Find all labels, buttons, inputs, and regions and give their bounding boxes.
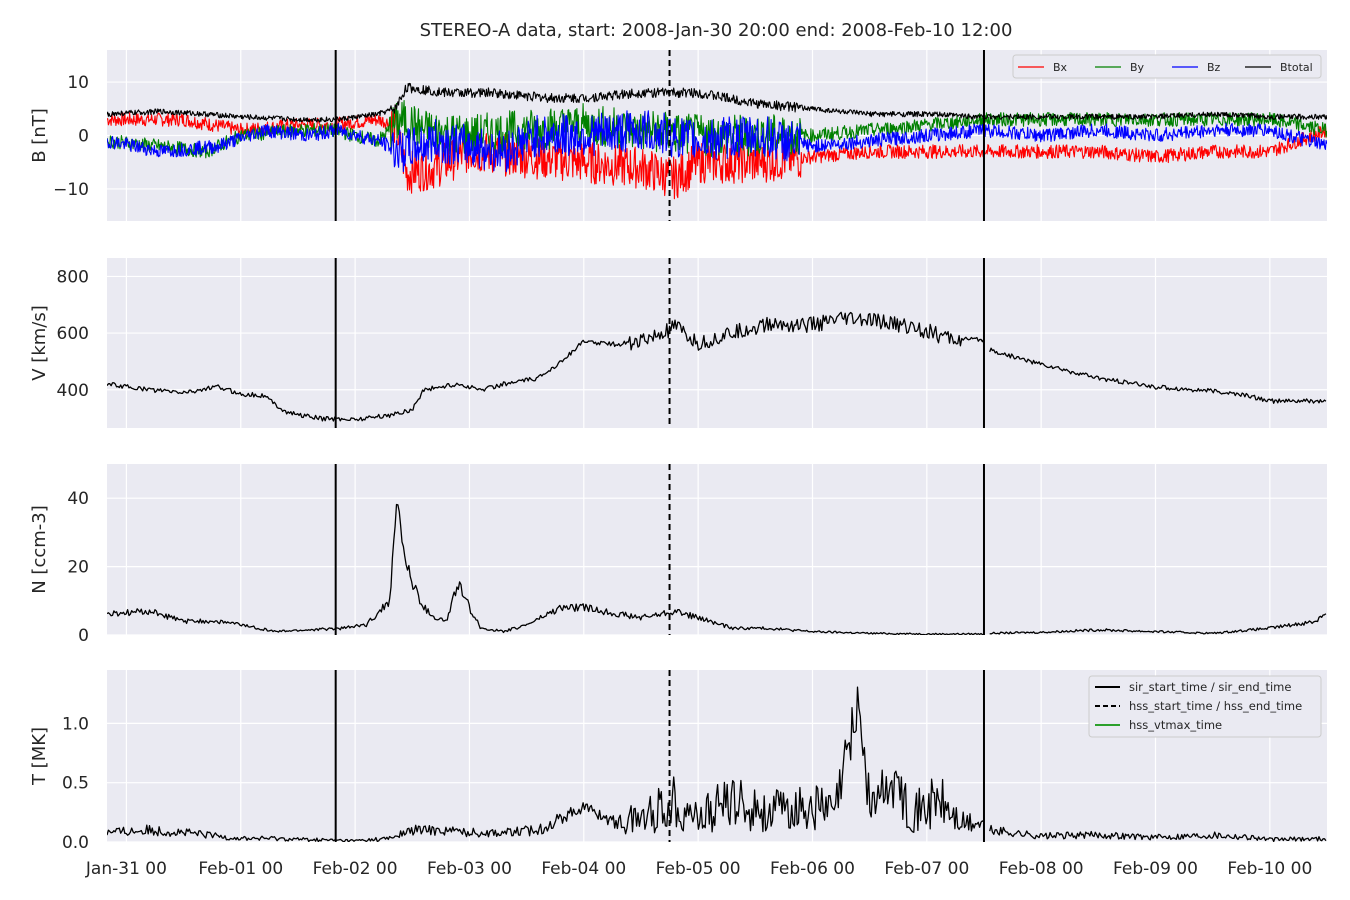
series-group xyxy=(107,686,1327,842)
series-group xyxy=(107,503,1327,635)
y-tick-label: 400 xyxy=(57,381,89,401)
series-line-n-0 xyxy=(107,503,984,635)
y-axis-label: B [nT] xyxy=(29,108,50,163)
x-tick-label: Feb-10 00 xyxy=(1227,859,1312,879)
y-tick-label: 40 xyxy=(67,489,89,509)
y-tick-label: 0.0 xyxy=(62,833,89,853)
legend-label: hss_vtmax_time xyxy=(1129,718,1222,732)
y-tick-label: 10 xyxy=(67,73,89,93)
legend-box xyxy=(1088,675,1322,738)
x-tick-label: Feb-09 00 xyxy=(1113,859,1198,879)
legend-label: sir_start_time / sir_end_time xyxy=(1129,680,1291,694)
series-group xyxy=(107,82,1327,200)
x-tick-labels: Jan-31 00 Feb-01 00 Feb-02 00 Feb-03 00 Feb-… xyxy=(85,859,1312,879)
series-line-t-0 xyxy=(107,686,985,842)
series-line-bx xyxy=(107,104,1327,200)
legend-t: sir_start_time / sir_end_time hss_start_t… xyxy=(1088,675,1322,738)
panel-N: 0 20 40 N [ccm-3] xyxy=(29,464,1327,646)
x-tick-label: Feb-01 00 xyxy=(198,859,283,879)
series-line-n-1 xyxy=(989,613,1327,635)
y-axis-label: N [ccm-3] xyxy=(29,505,50,594)
x-tick-label: Feb-07 00 xyxy=(884,859,969,879)
panel-B: −10 0 10 B [nT] Bx By Bz Btotal xyxy=(29,50,1327,221)
y-tick-label: 0.5 xyxy=(62,774,89,794)
x-tick-label: Feb-03 00 xyxy=(427,859,512,879)
y-tick-label: 800 xyxy=(57,267,89,287)
y-axis-label: V [km/s] xyxy=(29,305,50,380)
x-tick-label: Feb-04 00 xyxy=(541,859,626,879)
series-line-v-0 xyxy=(107,311,985,422)
legend-label: hss_start_time / hss_end_time xyxy=(1129,699,1302,713)
chart-title: STEREO-A data, start: 2008-Jan-30 20:00 … xyxy=(420,20,1013,41)
y-tick-label: −10 xyxy=(53,180,89,200)
legend-label-bx: Bx xyxy=(1053,61,1068,74)
panel-V: 400 600 800 V [km/s] xyxy=(29,258,1327,428)
series-line-bz xyxy=(107,110,1327,173)
legend-box xyxy=(1012,54,1322,79)
series-line-v-1 xyxy=(989,347,1327,404)
y-axis-label: T [MK] xyxy=(29,727,50,786)
x-tick-label: Feb-05 00 xyxy=(656,859,741,879)
series-line-t-1 xyxy=(989,824,1327,842)
panel-T: 0.0 0.5 1.0 T [MK] sir_start_time / sir_end_… xyxy=(29,670,1327,853)
x-tick-label: Feb-08 00 xyxy=(999,859,1084,879)
series-line-btotal xyxy=(107,82,1327,123)
plot-area xyxy=(107,464,1327,635)
x-tick-label: Jan-31 00 xyxy=(85,859,167,879)
legend-label-btotal: Btotal xyxy=(1280,61,1313,74)
x-tick-label: Feb-02 00 xyxy=(313,859,398,879)
y-tick-label: 0 xyxy=(78,626,89,646)
y-tick-label: 600 xyxy=(57,324,89,344)
x-tick-label: Feb-06 00 xyxy=(770,859,855,879)
y-tick-label: 20 xyxy=(67,558,89,578)
legend-b: Bx By Bz Btotal xyxy=(1012,54,1322,79)
legend-label-by: By xyxy=(1130,61,1145,74)
y-tick-label: 0 xyxy=(78,127,89,147)
y-tick-label: 1.0 xyxy=(62,714,89,734)
legend-label-bz: Bz xyxy=(1207,61,1221,74)
series-group xyxy=(107,311,1327,422)
